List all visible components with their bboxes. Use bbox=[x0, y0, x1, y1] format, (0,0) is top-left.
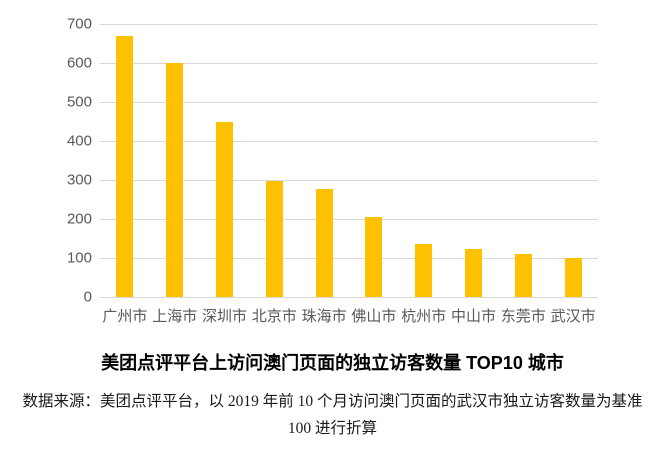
gridline-300 bbox=[100, 180, 598, 181]
bar-上海市 bbox=[166, 63, 184, 297]
y-axis-tick-label-300: 300 bbox=[66, 171, 92, 189]
bar-北京市 bbox=[265, 181, 283, 297]
x-axis-label-佛山市: 佛山市 bbox=[351, 308, 397, 325]
y-axis: 0 100 200 300 400 500 600 700 bbox=[50, 16, 92, 306]
x-axis-label-武汉市: 武汉市 bbox=[550, 308, 596, 325]
x-axis-label-广州市: 广州市 bbox=[102, 308, 148, 325]
x-axis-label-深圳市: 深圳市 bbox=[201, 308, 247, 325]
bar-中山市 bbox=[465, 249, 482, 297]
x-axis-label-上海市: 上海市 bbox=[152, 308, 198, 325]
y-axis-tick-label-400: 400 bbox=[66, 132, 92, 150]
data-source-note: 数据来源：美团点评平台，以 2019 年前 10 个月访问澳门页面的武汉市独立访… bbox=[22, 393, 643, 438]
gridline-700 bbox=[100, 24, 598, 25]
bar-武汉市 bbox=[564, 258, 582, 297]
gridline-0 bbox=[100, 297, 598, 298]
bar-深圳市 bbox=[216, 121, 233, 297]
y-axis-tick-label-600: 600 bbox=[66, 54, 92, 72]
gridline-200 bbox=[100, 219, 598, 220]
bar-东莞市 bbox=[514, 254, 532, 297]
gridline-500 bbox=[100, 102, 598, 103]
chart-title: 美团点评平台上访问澳门页面的独立访客数量 TOP10 城市 bbox=[101, 353, 564, 373]
bar-杭州市 bbox=[415, 244, 433, 297]
gridline-100 bbox=[100, 258, 598, 259]
x-axis-label-北京市: 北京市 bbox=[251, 308, 297, 325]
y-axis-tick-label-500: 500 bbox=[66, 93, 92, 111]
x-axis: 广州市 上海市 深圳市 北京市 珠海市 佛山市 杭州市 中山市 东莞市 武汉市 bbox=[100, 305, 598, 327]
bar-chart-plot-area bbox=[100, 24, 598, 298]
bar-佛山市 bbox=[365, 217, 383, 297]
x-axis-label-杭州市: 杭州市 bbox=[401, 308, 447, 325]
x-axis-label-中山市: 中山市 bbox=[450, 308, 496, 325]
y-axis-tick-label-200: 200 bbox=[66, 210, 92, 228]
bar-珠海市 bbox=[315, 188, 333, 297]
y-axis-tick-label-700: 700 bbox=[66, 15, 92, 33]
x-axis-label-东莞市: 东莞市 bbox=[500, 308, 546, 325]
y-axis-tick-label-0: 0 bbox=[83, 288, 92, 306]
y-axis-tick-label-100: 100 bbox=[66, 249, 92, 267]
gridline-600 bbox=[100, 63, 598, 64]
x-axis-label-珠海市: 珠海市 bbox=[301, 308, 347, 325]
bar-广州市 bbox=[116, 35, 134, 297]
gridline-400 bbox=[100, 141, 598, 142]
